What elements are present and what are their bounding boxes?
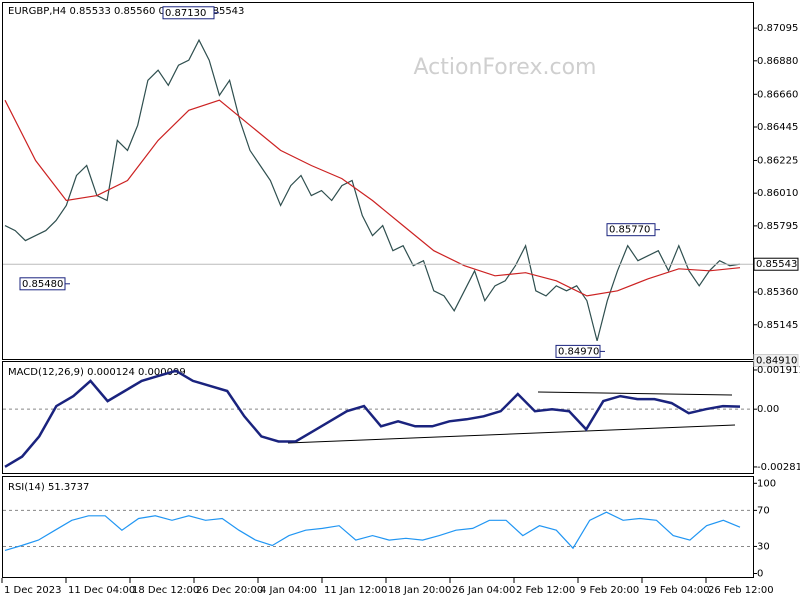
x-tick-label: 1 Dec 2023 [4, 585, 62, 596]
series-line [4, 38, 741, 342]
x-tick-label: 26 Dec 20:00 [196, 585, 263, 596]
annotation-box [555, 344, 601, 358]
axis-marker-box [753, 257, 799, 271]
macd-panel [2, 361, 754, 474]
annotation-label: 0.84970 [558, 346, 599, 357]
y-tick-label: 0.85360 [757, 287, 798, 298]
y-tick-label: -0.002816 [757, 462, 800, 473]
y-tick-label: 0.86445 [757, 122, 798, 133]
y-tick-label: 0.00 [757, 404, 779, 415]
series-line [4, 99, 741, 297]
y-tick-label: 0.86010 [757, 188, 798, 199]
x-tick-label: 26 Feb 12:00 [708, 585, 774, 596]
x-tick-label: 11 Dec 04:00 [68, 585, 135, 596]
x-tick-label: 18 Dec 12:00 [132, 585, 199, 596]
x-tick-label: 2 Feb 12:00 [516, 585, 575, 596]
rsi-title: RSI(14) 51.3737 [8, 482, 89, 493]
y-tick-label: 0 [757, 568, 763, 579]
axis-marker-label: 0.85543 [756, 259, 797, 270]
x-tick-label: 26 Jan 04:00 [452, 585, 515, 596]
trend-line [287, 424, 736, 444]
annotation-box [162, 6, 215, 20]
x-tick-label: 19 Feb 04:00 [644, 585, 710, 596]
x-tick-label: 4 Jan 04:00 [260, 585, 317, 596]
rsi-panel [2, 476, 754, 578]
trend-line [537, 391, 733, 396]
series-line [4, 511, 741, 551]
annotation-box [606, 223, 656, 237]
y-tick-label: 0.85795 [757, 221, 798, 232]
watermark: ActionForex.com [414, 55, 597, 80]
y-tick-label: 0.001911 [757, 365, 800, 376]
x-tick-label: 9 Feb 20:00 [580, 585, 639, 596]
y-tick-label: 100 [757, 478, 776, 489]
y-tick-label: 70 [757, 505, 770, 516]
annotation-label: 0.85480 [22, 279, 63, 290]
annotation-box [19, 277, 66, 291]
annotation-label: 0.87130 [165, 8, 206, 19]
x-tick-label: 18 Jan 20:00 [388, 585, 451, 596]
y-tick-label: 0.86225 [757, 155, 798, 166]
axis-marker-label: 0.84910 [756, 356, 797, 367]
x-tick-label: 11 Jan 12:00 [324, 585, 387, 596]
price-title: EURGBP,H4 0.85533 0.85560 0.85531 0.8554… [8, 6, 244, 17]
y-tick-label: 0.87095 [757, 23, 798, 34]
axis-marker-box [753, 354, 799, 368]
y-tick-label: 0.85145 [757, 320, 798, 331]
macd-title: MACD(12,26,9) 0.000124 0.000099 [8, 367, 186, 378]
price-panel [2, 2, 754, 360]
y-tick-label: 0.86660 [757, 89, 798, 100]
y-tick-label: 30 [757, 541, 770, 552]
series-line [4, 369, 741, 468]
annotation-label: 0.85770 [609, 225, 650, 236]
y-tick-label: 0.86880 [757, 56, 798, 67]
